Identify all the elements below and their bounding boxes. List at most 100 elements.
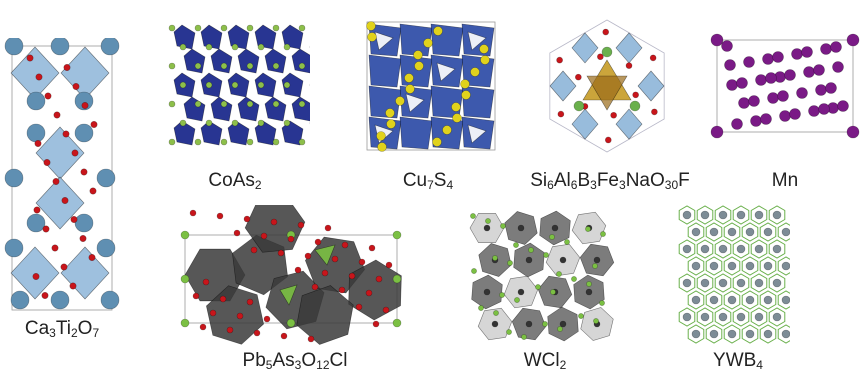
si-tetrahedron	[615, 32, 643, 64]
b-ring	[777, 256, 790, 276]
cl-atom	[528, 247, 534, 253]
y-atom	[772, 312, 782, 322]
ca-atom	[50, 290, 70, 310]
o-atom	[321, 269, 329, 277]
ti-octahedron	[60, 46, 110, 100]
s-atom	[451, 102, 461, 112]
b-ring	[759, 256, 777, 276]
as-atom	[272, 100, 280, 108]
cu7s4-structure	[366, 21, 496, 152]
mn-atom	[796, 87, 808, 99]
co-polyhedron	[183, 96, 206, 122]
s-atom	[470, 67, 480, 77]
cu-polyhedron	[368, 54, 402, 88]
co-polyhedron	[227, 24, 250, 50]
b-ring	[687, 324, 705, 344]
ca-atom	[50, 38, 70, 56]
y-atom	[700, 312, 710, 322]
void-face	[467, 31, 487, 51]
o-atom	[80, 168, 88, 176]
o-atom	[324, 224, 332, 232]
o-atom	[71, 149, 79, 157]
b-ring	[705, 290, 723, 310]
y-atom	[745, 295, 755, 305]
b-ring	[759, 222, 777, 242]
w-atom	[551, 224, 559, 232]
si-tetrahedron	[549, 70, 577, 102]
y-atom	[781, 261, 790, 271]
cl-atom	[180, 274, 190, 284]
o-atom	[61, 197, 69, 205]
mn-atom	[818, 103, 830, 115]
o-atom	[42, 225, 50, 233]
o-atom	[556, 56, 563, 64]
cl-atom	[478, 305, 484, 311]
b-ring	[777, 222, 790, 242]
o-atom	[250, 246, 258, 254]
y-atom	[718, 244, 728, 254]
y-atom	[709, 295, 719, 305]
mn-atom	[820, 43, 832, 55]
void-face	[467, 124, 487, 144]
si-tetrahedron	[637, 70, 665, 102]
o-atom	[69, 282, 77, 290]
co-polyhedron	[237, 48, 260, 74]
b-ring	[741, 222, 759, 242]
o-atom	[358, 258, 366, 266]
s-atom	[404, 73, 414, 83]
cu-polyhedron	[399, 54, 433, 88]
ca-atom	[10, 290, 30, 310]
y-atom	[700, 244, 710, 254]
b-atom	[573, 100, 585, 112]
b-ring	[687, 290, 705, 310]
mn-atom	[721, 40, 733, 52]
cl-atom	[550, 289, 556, 295]
s-atom	[442, 125, 452, 135]
o-atom	[26, 54, 34, 62]
mn-atom	[736, 77, 748, 89]
b-ring	[777, 324, 790, 344]
as-atom	[168, 24, 176, 32]
b-ring	[723, 324, 741, 344]
b-ring	[678, 239, 696, 259]
b-ring	[678, 205, 696, 225]
b-ring	[714, 273, 732, 293]
w-atom	[491, 320, 499, 328]
y-atom	[727, 261, 737, 271]
as-atom	[246, 100, 254, 108]
wcl2-structure	[469, 210, 615, 342]
cl-atom	[543, 252, 549, 258]
w-atom	[525, 256, 533, 264]
cl-atom	[514, 297, 520, 303]
o-atom	[597, 53, 604, 61]
as-atom	[179, 119, 187, 127]
o-atom	[297, 221, 305, 229]
mn-atom	[738, 97, 750, 109]
as-atom	[298, 24, 306, 32]
w-atom	[585, 288, 593, 296]
caption-cu7s4: Cu7S4	[402, 170, 454, 192]
y-atom	[763, 261, 773, 271]
s-atom	[366, 21, 376, 31]
b-ring	[687, 256, 705, 276]
o-atom	[385, 261, 393, 269]
s-atom	[452, 113, 462, 123]
o-atom	[32, 273, 40, 281]
b-ring	[678, 307, 696, 327]
y-atom	[691, 329, 701, 339]
co-polyhedron	[264, 48, 287, 74]
y-atom	[682, 244, 692, 254]
si-tetrahedron	[615, 108, 643, 140]
b-ring	[768, 239, 786, 259]
co-polyhedron	[227, 72, 250, 98]
mn-atom	[815, 84, 827, 96]
s-atom	[367, 32, 377, 42]
unit-cell-outline	[366, 21, 496, 151]
y-atom	[736, 244, 746, 254]
y-atom	[745, 227, 755, 237]
as-atom	[246, 138, 254, 146]
y-atom	[772, 278, 782, 288]
caption-pb5as3o12cl: Pb5As3O12Cl	[242, 350, 348, 372]
y-atom	[727, 295, 737, 305]
b-atom	[601, 46, 613, 58]
